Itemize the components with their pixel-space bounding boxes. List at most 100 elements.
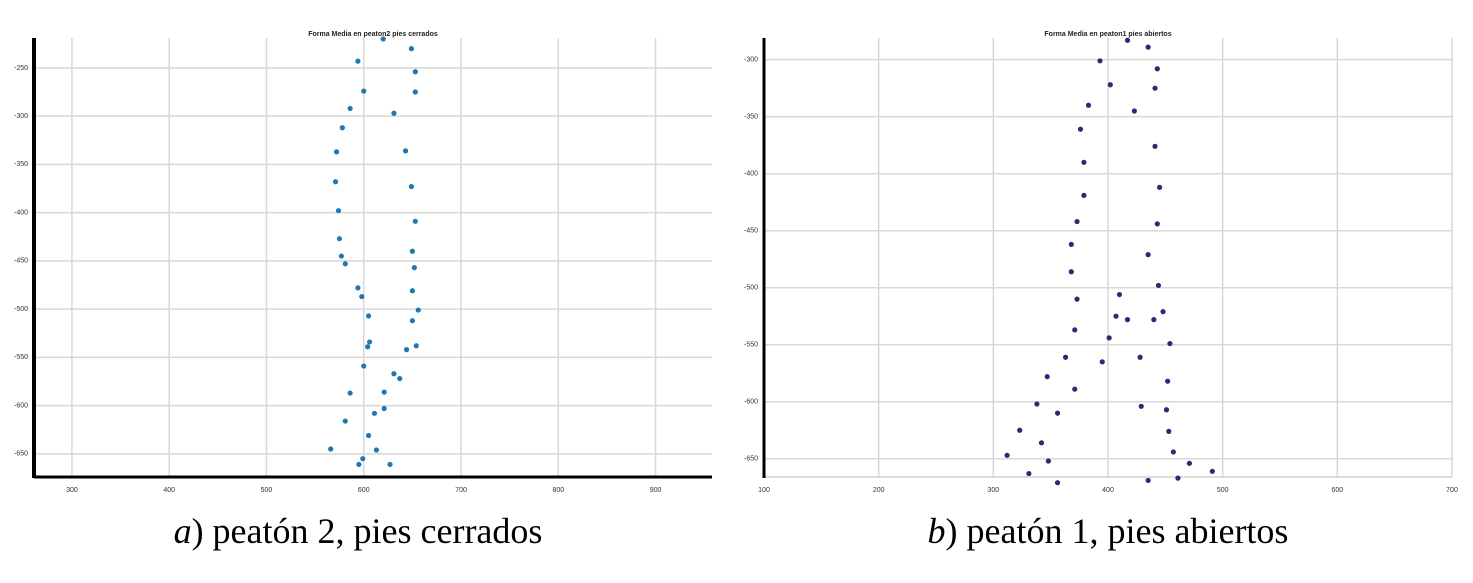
y-tick-label: -650	[14, 451, 28, 458]
chart-title: Forma Media en peaton1 pies abiertos	[1044, 31, 1171, 38]
y-tick-label: -500	[744, 285, 758, 292]
point	[1165, 378, 1171, 384]
x-tick-label: 600	[1331, 487, 1343, 494]
x-tick-label: 700	[455, 487, 467, 494]
caption: a) peatón 2, pies cerrados	[174, 511, 543, 551]
point	[413, 343, 419, 349]
point	[1099, 359, 1105, 365]
point	[1062, 354, 1069, 360]
point	[1034, 401, 1040, 407]
point	[361, 88, 367, 94]
y-tick-label: -550	[14, 354, 28, 361]
x-tick-label: 500	[1217, 487, 1229, 494]
point	[1160, 309, 1166, 315]
y-tick-label: -450	[14, 258, 28, 265]
point	[1068, 269, 1074, 275]
point	[342, 418, 348, 424]
y-tick-label: -300	[744, 57, 758, 64]
y-tick-label: -300	[14, 113, 28, 120]
point	[1154, 66, 1160, 72]
x-tick-label: 400	[163, 487, 175, 494]
point	[408, 46, 415, 52]
point	[373, 447, 380, 453]
x-tick-label: 300	[66, 487, 78, 494]
y-tick-label: -650	[744, 456, 758, 463]
point	[338, 253, 344, 259]
point	[1155, 282, 1162, 289]
point	[336, 236, 343, 242]
point	[356, 461, 362, 468]
point	[1106, 335, 1112, 341]
point	[409, 248, 415, 254]
x-tick-label: 500	[261, 487, 273, 494]
point	[1054, 410, 1061, 416]
point	[397, 375, 403, 382]
point	[412, 69, 418, 75]
point	[1054, 480, 1061, 486]
point	[1151, 317, 1157, 323]
point	[1072, 386, 1078, 392]
point	[335, 208, 342, 214]
x-tick-label: 100	[758, 487, 770, 494]
point	[332, 179, 339, 185]
y-tick-label: -600	[744, 399, 758, 406]
point	[1167, 340, 1173, 347]
caption-letter: b	[928, 511, 946, 551]
point	[1038, 440, 1045, 446]
point	[366, 313, 372, 319]
point	[347, 390, 353, 396]
point	[1170, 449, 1176, 455]
point	[366, 432, 372, 439]
point	[1131, 108, 1137, 114]
point	[1072, 327, 1078, 333]
point	[1081, 192, 1087, 198]
x-tick-label: 300	[987, 487, 999, 494]
point	[371, 410, 378, 416]
x-tick-label: 700	[1446, 487, 1458, 494]
y-tick-label: -500	[14, 306, 28, 313]
y-tick-label: -250	[14, 65, 28, 72]
y-tick-label: -600	[14, 402, 28, 409]
point	[1113, 313, 1119, 319]
point	[1124, 37, 1131, 43]
point	[381, 405, 387, 412]
y-tick-label: -550	[744, 342, 758, 349]
point	[1152, 143, 1158, 149]
point	[1074, 296, 1080, 302]
x-tick-label: 200	[873, 487, 885, 494]
point	[412, 218, 418, 224]
point	[1017, 427, 1023, 433]
point	[1077, 126, 1084, 132]
point	[355, 285, 361, 291]
point	[380, 36, 386, 42]
point	[333, 149, 340, 155]
point	[1124, 317, 1131, 323]
y-tick-label: -450	[744, 228, 758, 235]
point	[1157, 184, 1163, 190]
point	[1163, 407, 1170, 413]
y-tick-label: -350	[744, 114, 758, 121]
caption-letter: a	[174, 511, 192, 551]
caption-text: ) peatón 2, pies cerrados	[192, 511, 543, 551]
point	[1097, 58, 1103, 64]
point	[408, 183, 415, 190]
x-tick-label: 800	[552, 487, 564, 494]
point	[347, 105, 353, 112]
caption: b) peatón 1, pies abiertos	[928, 511, 1289, 551]
x-tick-label: 600	[358, 487, 370, 494]
point	[409, 318, 415, 324]
point	[391, 371, 397, 377]
point	[1145, 252, 1151, 258]
point	[1068, 241, 1074, 247]
point	[1044, 374, 1050, 380]
point	[1081, 159, 1087, 165]
point	[1004, 452, 1010, 458]
y-tick-label: -350	[14, 161, 28, 168]
point	[402, 148, 409, 154]
chart-title: Forma Media en peaton2 pies cerrados	[308, 31, 438, 38]
x-tick-label: 900	[650, 487, 662, 494]
point	[409, 288, 415, 294]
caption-text: ) peatón 1, pies abiertos	[946, 511, 1289, 551]
point	[1154, 221, 1160, 227]
point	[355, 58, 361, 64]
